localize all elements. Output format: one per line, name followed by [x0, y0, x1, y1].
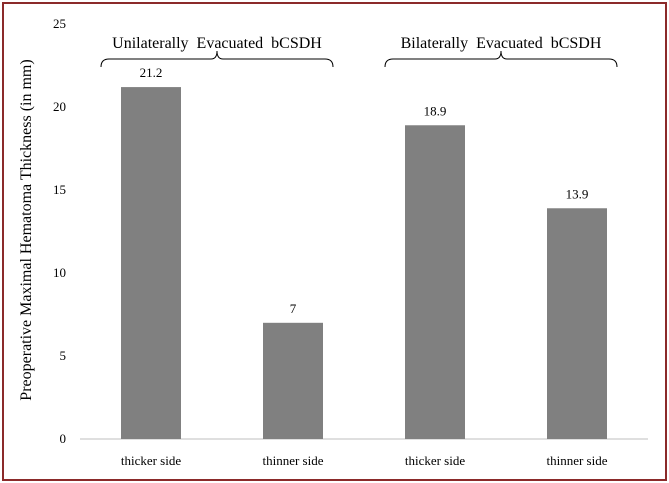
y-tick-label: 25 — [53, 16, 66, 31]
data-label: 13.9 — [566, 186, 589, 201]
group-label: Unilaterally Evacuated bCSDH — [112, 35, 322, 52]
category-label: thinner side — [546, 453, 607, 468]
bar — [547, 208, 607, 439]
data-label: 7 — [290, 301, 297, 316]
y-tick-label: 15 — [53, 182, 66, 197]
category-label: thicker side — [405, 453, 466, 468]
y-tick-label: 0 — [60, 431, 67, 446]
group-label: Bilaterally Evacuated bCSDH — [401, 35, 602, 52]
group-bracket — [100, 50, 334, 68]
bar — [405, 125, 465, 439]
bar — [121, 87, 181, 439]
y-tick-label: 10 — [53, 265, 66, 280]
y-tick-label: 20 — [53, 99, 66, 114]
category-label: thinner side — [262, 453, 323, 468]
y-axis-label: Preoperative Maximal Hematoma Thickness … — [18, 59, 35, 400]
data-label: 18.9 — [424, 103, 447, 118]
category-label: thicker side — [121, 453, 182, 468]
data-label: 21.2 — [140, 65, 163, 80]
bar — [263, 322, 323, 439]
group-bracket — [384, 50, 618, 68]
y-tick-label: 5 — [60, 348, 67, 363]
